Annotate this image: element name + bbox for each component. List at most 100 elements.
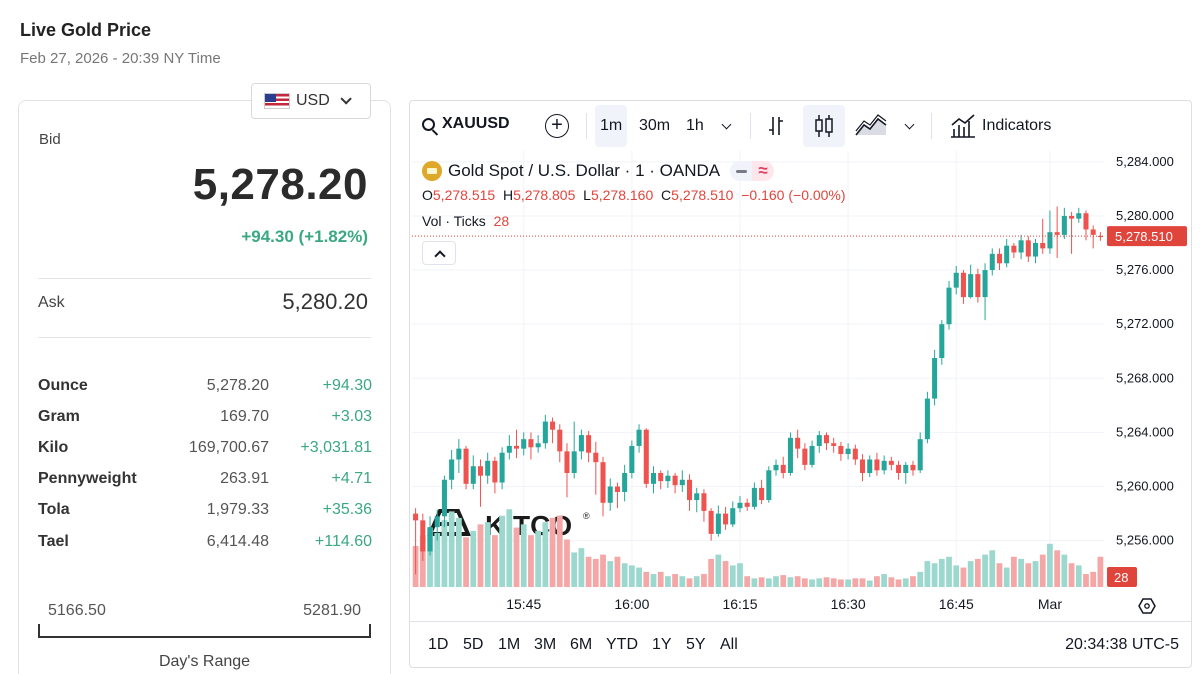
volume-bar (982, 554, 988, 587)
range-6m-button[interactable]: 6M (570, 636, 593, 653)
volume-bar (679, 576, 686, 587)
candle (953, 272, 959, 288)
range-5d-button[interactable]: 5D (463, 636, 484, 653)
search-icon (422, 117, 435, 131)
volume-bar (888, 577, 895, 587)
candle (831, 443, 837, 446)
range-5y-button[interactable]: 5Y (686, 636, 706, 653)
x-tick-label: 16:45 (939, 596, 974, 612)
volume-bar (419, 535, 426, 587)
approx-icon[interactable]: ≈ (752, 161, 775, 181)
candle (888, 460, 894, 465)
chart-widget: KITCO ® 5,284.000 5,280.000 5,276.000 5,272.0… (409, 100, 1192, 668)
volume-bar (621, 563, 628, 587)
volume-bar (874, 576, 880, 587)
candle (658, 473, 664, 482)
interval-chevron-icon[interactable] (721, 119, 732, 130)
volume-bar (1025, 563, 1032, 587)
unit-price: 169.70 (220, 407, 269, 425)
indicators-icon[interactable] (942, 105, 984, 147)
candle (578, 435, 584, 452)
volume-bar (823, 577, 830, 587)
candle (845, 448, 851, 455)
volume-bar (744, 576, 751, 587)
chart-toolbar: XAUUSD + 1m 30m 1h Indicators (410, 101, 1191, 151)
ohlc-readout: O5,278.515 H5,278.805 L5,278.160 C5,278.… (422, 187, 846, 203)
bid-label: Bid (39, 131, 61, 148)
volume-bar (455, 517, 462, 587)
indicators-button[interactable]: Indicators (982, 117, 1052, 134)
interval-1m-button[interactable]: 1m (595, 105, 628, 147)
volume-bar (1075, 565, 1082, 587)
volume-bar (1032, 561, 1039, 587)
day-range-label: Day's Range (158, 653, 251, 670)
collapse-legend-button[interactable] (422, 241, 456, 265)
volume-bar (434, 533, 441, 587)
y-tick-label: 5,260.000 (1116, 479, 1174, 494)
volume-bar (571, 552, 578, 587)
volume-bar (773, 576, 779, 587)
symbol-search[interactable]: XAUUSD (422, 115, 510, 133)
unit-change: +35.36 (322, 501, 372, 519)
chart-bottom-bar: 1D 5D 1M 3M 6M YTD 1Y 5Y All 20:34:38 UT… (410, 621, 1191, 667)
candle (960, 272, 966, 298)
candle (982, 270, 988, 298)
volume-bar (902, 578, 909, 587)
candle (521, 439, 527, 449)
chart-type-chevron-icon[interactable] (904, 119, 915, 130)
toolbar-divider (586, 113, 587, 139)
settings-icon-center (1144, 603, 1150, 609)
range-all-button[interactable]: All (720, 636, 738, 653)
range-1d-button[interactable]: 1D (428, 636, 449, 653)
range-1m-button[interactable]: 1M (498, 636, 521, 653)
price-panel (18, 100, 391, 674)
table-row: Tola 1,979.33 +35.36 (38, 495, 372, 526)
volume-bar (520, 524, 527, 587)
candle (968, 274, 974, 298)
range-1y-button[interactable]: 1Y (652, 636, 672, 653)
candle (787, 437, 793, 473)
high-label: H (502, 187, 514, 203)
y-tick-label: 5,280.000 (1116, 208, 1174, 223)
candle (932, 358, 938, 399)
range-ytd-button[interactable]: YTD (606, 636, 638, 653)
candle (723, 513, 729, 525)
unit-price: 1,979.33 (206, 501, 269, 519)
volume-bar (809, 579, 815, 587)
candle (571, 451, 577, 473)
price-chart[interactable]: KITCO ®5,284.0005,280.0005,276.0005,272.0… (410, 101, 1192, 621)
candle (420, 520, 426, 552)
last-price-tag: 5,278.510 (1115, 229, 1173, 244)
volume-bar (751, 578, 758, 587)
interval-1h-button[interactable]: 1h (686, 117, 704, 134)
volume-bar (960, 567, 967, 587)
volume-bar (1068, 563, 1075, 587)
compare-add-icon[interactable]: + (545, 114, 569, 138)
candle (564, 451, 570, 473)
y-tick-label: 5,268.000 (1116, 370, 1174, 385)
volume-bar (470, 530, 477, 587)
volume-bar (1003, 567, 1010, 587)
range-3m-button[interactable]: 3M (534, 636, 557, 653)
volume-bar (657, 571, 664, 587)
candle (730, 508, 736, 525)
volume-bar (974, 558, 981, 587)
settings-icon[interactable] (1138, 598, 1156, 614)
volume-tag-bg (1107, 567, 1137, 587)
x-tick-label: Mar (1038, 596, 1062, 612)
area-chart-type-icon[interactable] (850, 105, 892, 147)
table-row: Gram 169.70 +3.03 (38, 401, 372, 432)
candle (766, 470, 772, 501)
divider (38, 278, 371, 279)
hide-series-icon[interactable] (730, 161, 753, 181)
bar-chart-type-icon[interactable] (758, 105, 800, 147)
ask-price: 5,280.20 (282, 289, 368, 314)
candle-chart-type-icon[interactable] (803, 105, 845, 147)
candle (975, 274, 981, 298)
currency-select[interactable]: USD (251, 83, 371, 119)
candle (463, 448, 469, 484)
volume-bar (672, 574, 678, 587)
interval-30m-button[interactable]: 30m (639, 117, 671, 134)
candle (1032, 243, 1039, 257)
candle (1076, 213, 1082, 219)
